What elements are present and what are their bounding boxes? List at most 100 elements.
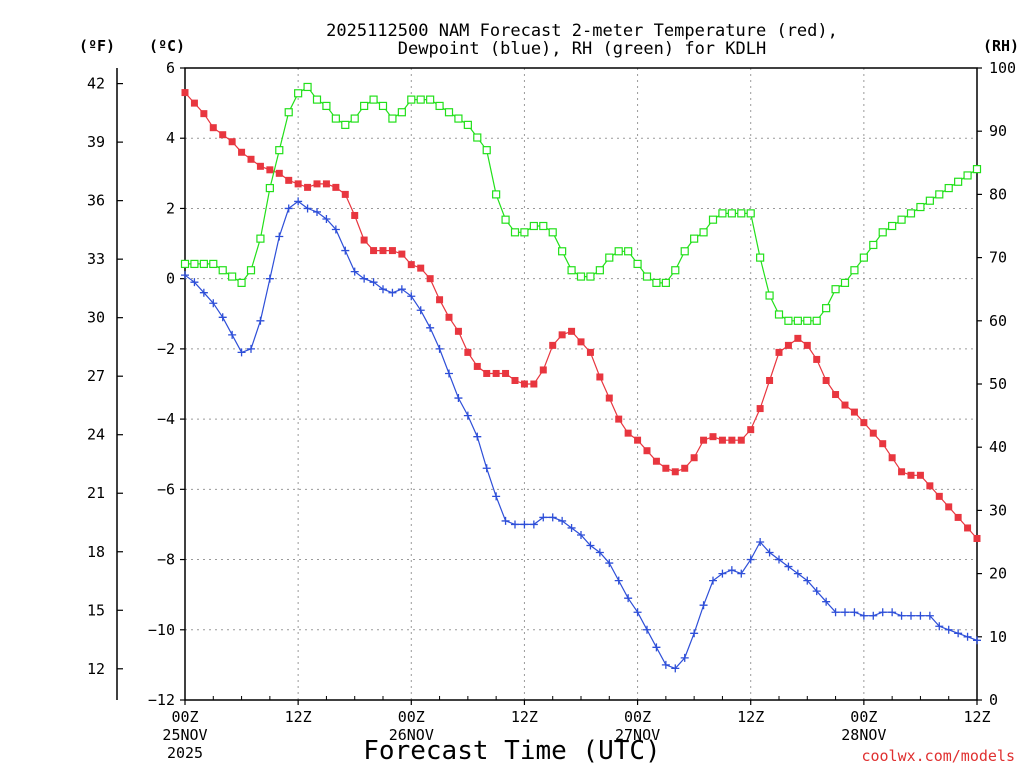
2-meter-temperature-point [879,440,887,448]
rh-point [228,272,237,281]
rh-point [699,228,708,237]
2-meter-temperature-point [794,334,802,342]
2-meter-temperature-point [530,380,538,388]
dewpoint-point [624,594,633,603]
rh-point [492,190,501,199]
plot-frame [184,67,978,701]
rh-point [803,316,812,325]
2-meter-temperature-point [256,162,264,170]
fahrenheit-tick-label: 39 [87,133,105,151]
2-meter-temperature-point [266,166,274,174]
rh-point [256,234,265,243]
dewpoint-point [595,548,604,557]
dewpoint-point [388,288,397,297]
dewpoint-point [416,306,425,315]
rh-point [727,209,736,218]
2-meter-temperature-point [473,362,481,370]
dewpoint-point [190,278,199,287]
dewpoint-point [690,629,699,638]
2-meter-temperature-point [247,155,255,163]
dewpoint-point [341,246,350,255]
2-meter-temperature-point [332,183,340,191]
dewpoint-point [746,555,755,564]
2-meter-temperature-point [850,408,858,416]
chart-title-line1: 2025112500 NAM Forecast 2-meter Temperat… [326,21,838,41]
2-meter-temperature-point [511,376,519,384]
rh-point [850,266,859,275]
dewpoint-point [963,632,972,641]
2-meter-temperature-point [709,433,717,441]
rh-tick-label: 30 [989,501,1007,519]
rh-point [426,95,435,104]
2-meter-temperature-point [700,436,708,444]
2-meter-temperature-point [964,524,972,532]
2-meter-temperature-point [888,454,896,462]
rh-point [624,247,633,256]
2-meter-temperature-point [407,261,415,269]
dewpoint-point [454,394,463,403]
dewpoint-point [237,348,246,357]
dewpoint-point [831,608,840,617]
celsius-tick-label: −2 [157,340,175,358]
2-meter-temperature-point [219,131,227,139]
2-meter-temperature-point [624,429,632,437]
dewpoint-point [265,274,274,283]
dewpoint-point [614,576,623,585]
rh-tick-label: 0 [989,691,998,709]
dewpoint-point [756,538,765,546]
series-layer [180,82,982,673]
dewpoint-point [803,576,812,585]
rh-point [218,266,227,275]
dewpoint-point [511,520,519,529]
rh-point [680,247,689,256]
rh-point [567,266,576,275]
rh-point [718,209,727,218]
axis-ticks: 6420−2−4−6−8−10−124239363330272421181512… [87,59,1016,762]
2-meter-temperature-point [577,338,585,346]
2-meter-temperature-point [652,457,660,465]
dewpoint-point [907,611,915,620]
dewpoint-point [699,601,708,610]
date-tick-label: 27NOV [615,726,660,744]
2-meter-temperature-point [200,110,208,118]
dewpoint-point [727,566,736,575]
rh-point [558,247,567,256]
rh-point [529,221,538,231]
rh-point [935,190,944,199]
rh-point [237,278,246,287]
rh-tick-label: 70 [989,249,1007,267]
celsius-tick-label: 2 [166,199,175,217]
2-meter-temperature-point [615,415,623,423]
dewpoint-point [775,555,783,564]
rh-tick-label: 20 [989,565,1007,583]
time-tick-label: 00Z [850,708,877,726]
rh-point [360,101,369,111]
2-meter-temperature-point [822,376,830,384]
rh-tick-label: 60 [989,312,1007,330]
rh-point [463,120,472,129]
fahrenheit-tick-label: 30 [87,309,105,327]
dewpoint-point [869,611,878,620]
dewpoint-point [567,523,576,532]
2-meter-temperature-point [539,366,547,374]
dewpoint-point [812,587,821,596]
rh-point [708,215,718,224]
dewpoint-point [492,492,501,501]
dewpoint-point [445,369,453,378]
rh-point [944,183,953,193]
rh-tick-label: 50 [989,375,1007,393]
dewpoint-point [973,636,981,645]
dewpoint-point [369,278,378,287]
dewpoint-point [652,643,661,652]
2-meter-temperature-point [662,464,670,472]
2-meter-temperature-point [398,250,406,258]
dewpoint-point [925,611,934,620]
rh-point [397,108,406,117]
dewpoint-point [501,516,510,525]
rh-point [209,259,218,269]
2-meter-temperature-point [916,471,924,479]
dewpoint-point [878,608,887,617]
2-meter-temperature-point [190,99,198,107]
rh-point [812,316,821,325]
